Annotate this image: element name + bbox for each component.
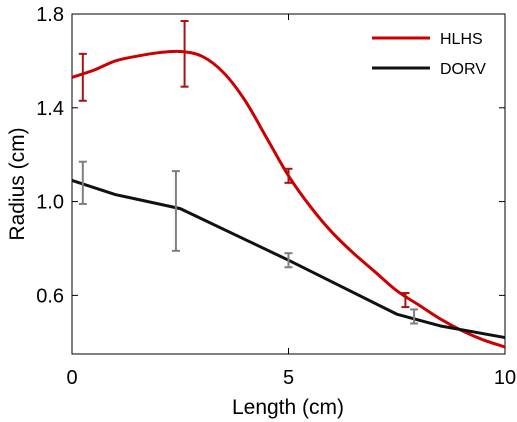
error-bar-dorv — [410, 308, 419, 325]
series-layer — [71, 20, 506, 349]
series-hlhs — [71, 20, 506, 349]
error-bar-hlhs — [180, 20, 189, 88]
error-bar-dorv — [284, 252, 293, 269]
y-tick-label: 1.4 — [36, 98, 64, 120]
y-tick-label: 0.6 — [36, 285, 64, 307]
x-tick-label: 5 — [283, 367, 294, 389]
error-bar-hlhs — [401, 292, 410, 309]
legend-label-hlhs: HLHS — [440, 31, 483, 48]
error-bar-dorv — [78, 160, 87, 205]
x-axis-label: Length (cm) — [232, 396, 344, 419]
error-bar-hlhs — [78, 52, 87, 102]
x-tick-label: 10 — [494, 367, 516, 389]
series-dorv — [71, 160, 506, 340]
ticks-layer: 0 5 10 0.6 1.0 1.4 1.8 — [36, 4, 516, 389]
error-bar-dorv — [171, 170, 180, 252]
legend-item-dorv: DORV — [372, 61, 486, 78]
legend-label-dorv: DORV — [440, 61, 486, 78]
y-tick-label: 1.8 — [36, 4, 64, 26]
y-axis-label: Radius (cm) — [6, 127, 29, 240]
x-tick-label: 0 — [66, 367, 77, 389]
legend: HLHS DORV — [372, 31, 486, 78]
legend-item-hlhs: HLHS — [372, 31, 483, 48]
error-bar-hlhs — [284, 167, 293, 184]
y-tick-label: 1.0 — [36, 192, 64, 214]
